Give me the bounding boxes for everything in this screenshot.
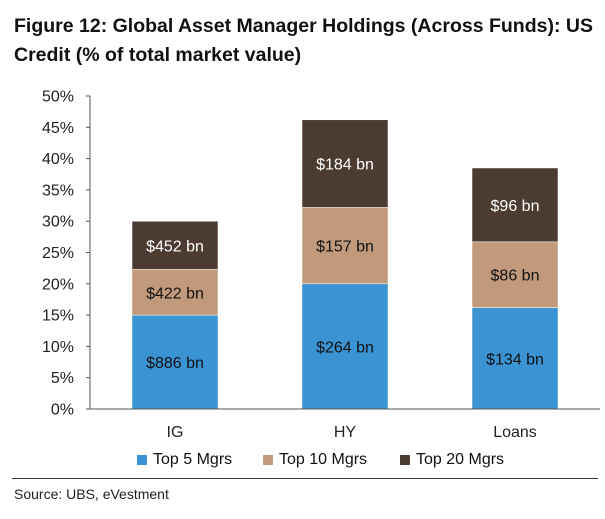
data-label: $86 bn	[491, 268, 540, 285]
data-label: $452 bn	[146, 238, 204, 255]
y-tick-label: 30%	[42, 214, 74, 231]
bar-segment-loans-2	[471, 241, 559, 308]
data-label: $184 bn	[316, 157, 374, 174]
legend-label: Top 10 Mgrs	[279, 451, 368, 468]
bar-segment-loans-1	[471, 307, 559, 410]
y-tick-label: 15%	[42, 308, 74, 325]
bar-segment-ig-2	[131, 269, 219, 316]
legend-swatch	[263, 455, 273, 465]
legend: Top 5 Mgrs Top 10 Mgrs Top 20 Mgrs	[0, 451, 605, 473]
y-tick-label: 40%	[42, 151, 74, 168]
x-tick-label: Loans	[493, 424, 537, 441]
y-tick-label: 35%	[42, 182, 74, 199]
data-label: $264 bn	[316, 339, 374, 356]
legend-label: Top 20 Mgrs	[416, 451, 505, 468]
y-tick-label: 45%	[42, 120, 74, 137]
bar-segment-ig-3	[131, 220, 219, 270]
bars: $886 bn $422 bn $452 bn $264 bn $157 bn $184 …	[131, 119, 559, 410]
bar-segment-loans-3	[471, 167, 559, 243]
data-label: $96 bn	[491, 198, 540, 215]
bar-segment-hy-1	[301, 283, 389, 410]
legend-item-top-20: Top 20 Mgrs	[400, 451, 504, 469]
data-label: $422 bn	[146, 285, 204, 302]
y-tick-label: 5%	[51, 370, 74, 387]
data-label: $157 bn	[316, 239, 374, 256]
y-tick-label: 10%	[42, 339, 74, 356]
y-tick-label: 25%	[42, 245, 74, 262]
legend-swatch	[137, 455, 147, 465]
y-tick-label: 20%	[42, 276, 74, 293]
legend-item-top-10: Top 10 Mgrs	[263, 451, 367, 469]
x-axis: IG HY Loans	[90, 408, 600, 441]
bar-segment-hy-3	[301, 119, 389, 208]
legend-item-top-5: Top 5 Mgrs	[137, 451, 232, 469]
x-tick-label: IG	[167, 424, 184, 441]
source-note: Source: UBS, eVestment	[14, 486, 169, 502]
bar-segment-ig-1	[131, 314, 219, 410]
legend-label: Top 5 Mgrs	[153, 451, 233, 468]
y-axis: 0% 5% 10% 15% 20% 25% 30% 35% 40% 45% 50%	[42, 89, 91, 419]
y-tick-label: 0%	[51, 402, 74, 419]
footer-divider	[12, 478, 598, 479]
chart-title: Figure 12: Global Asset Manager Holdings…	[14, 15, 593, 66]
x-tick-label: HY	[334, 424, 357, 441]
y-tick-label: 50%	[42, 89, 74, 106]
bar-segment-hy-2	[301, 207, 389, 285]
data-label: $134 bn	[486, 351, 544, 368]
legend-swatch	[400, 455, 410, 465]
data-label: $886 bn	[146, 355, 204, 372]
